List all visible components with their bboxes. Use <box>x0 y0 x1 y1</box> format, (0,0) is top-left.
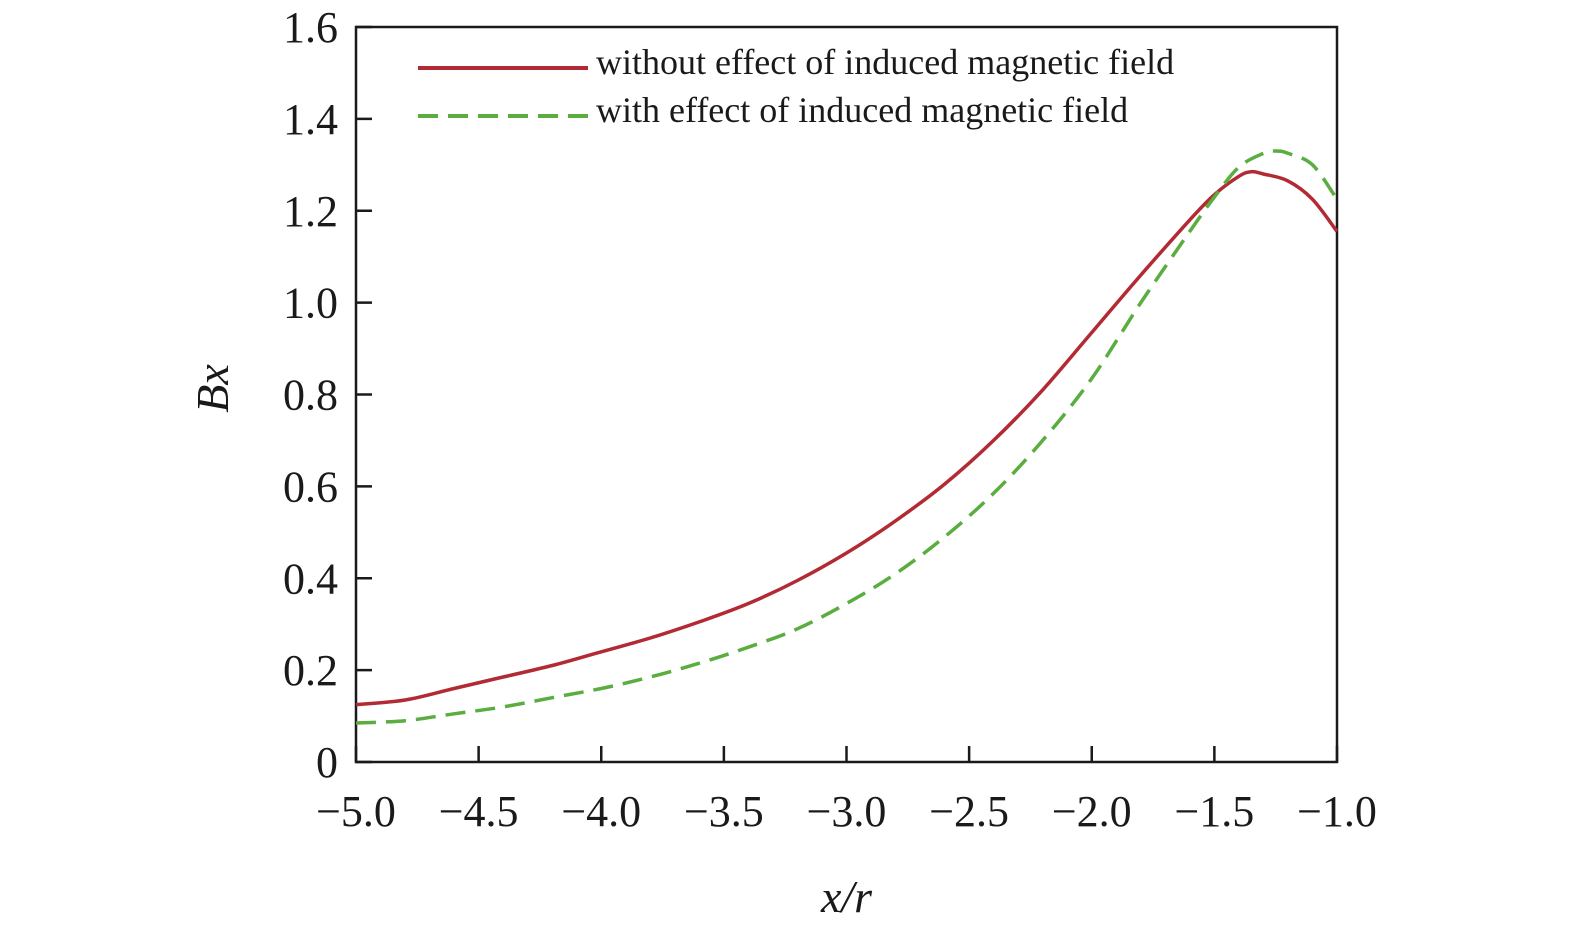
x-axis-title: x/r <box>820 871 873 922</box>
series-line-without-induced <box>355 169 1339 707</box>
legend-label-with-induced: with effect of induced magnetic field <box>596 90 1128 130</box>
x-tick-label: −1.5 <box>1174 787 1254 836</box>
y-axis-title: Bx <box>187 364 238 413</box>
y-tick-label: 1.0 <box>283 279 338 328</box>
legend: without effect of induced magnetic field… <box>418 42 1174 130</box>
y-tick-label: 0.8 <box>283 371 338 420</box>
legend-label-without-induced: without effect of induced magnetic field <box>596 42 1174 82</box>
series-line-with-induced <box>355 149 1339 725</box>
x-tick-label: −3.5 <box>684 787 764 836</box>
y-tick-label: 0 <box>316 738 338 787</box>
x-tick-label: −5.0 <box>316 787 396 836</box>
plot-frame <box>354 25 1339 764</box>
y-tick-label: 0.6 <box>283 462 338 511</box>
x-tick-label: −4.0 <box>561 787 641 836</box>
y-tick-label: 0.4 <box>283 554 338 603</box>
y-tick-label: 1.2 <box>283 187 338 236</box>
x-tick-label: −2.5 <box>929 787 1009 836</box>
plot-area-border <box>354 25 1339 764</box>
x-tick-label: −3.0 <box>807 787 887 836</box>
x-tick-label: −2.0 <box>1052 787 1132 836</box>
x-tick-label: −4.5 <box>439 787 519 836</box>
y-tick-label: 1.6 <box>283 3 338 52</box>
axis-tick-labels: −5.0 −4.5 −4.0 −3.5 −3.0 −2.5 −2.0 −1.5 −1.0 0 0.2… <box>283 3 1377 836</box>
x-tick-label: −1.0 <box>1297 787 1377 836</box>
y-tick-label: 0.2 <box>283 646 338 695</box>
series-layer <box>355 149 1339 725</box>
axis-ticks <box>354 25 1339 764</box>
y-tick-label: 1.4 <box>283 95 338 144</box>
